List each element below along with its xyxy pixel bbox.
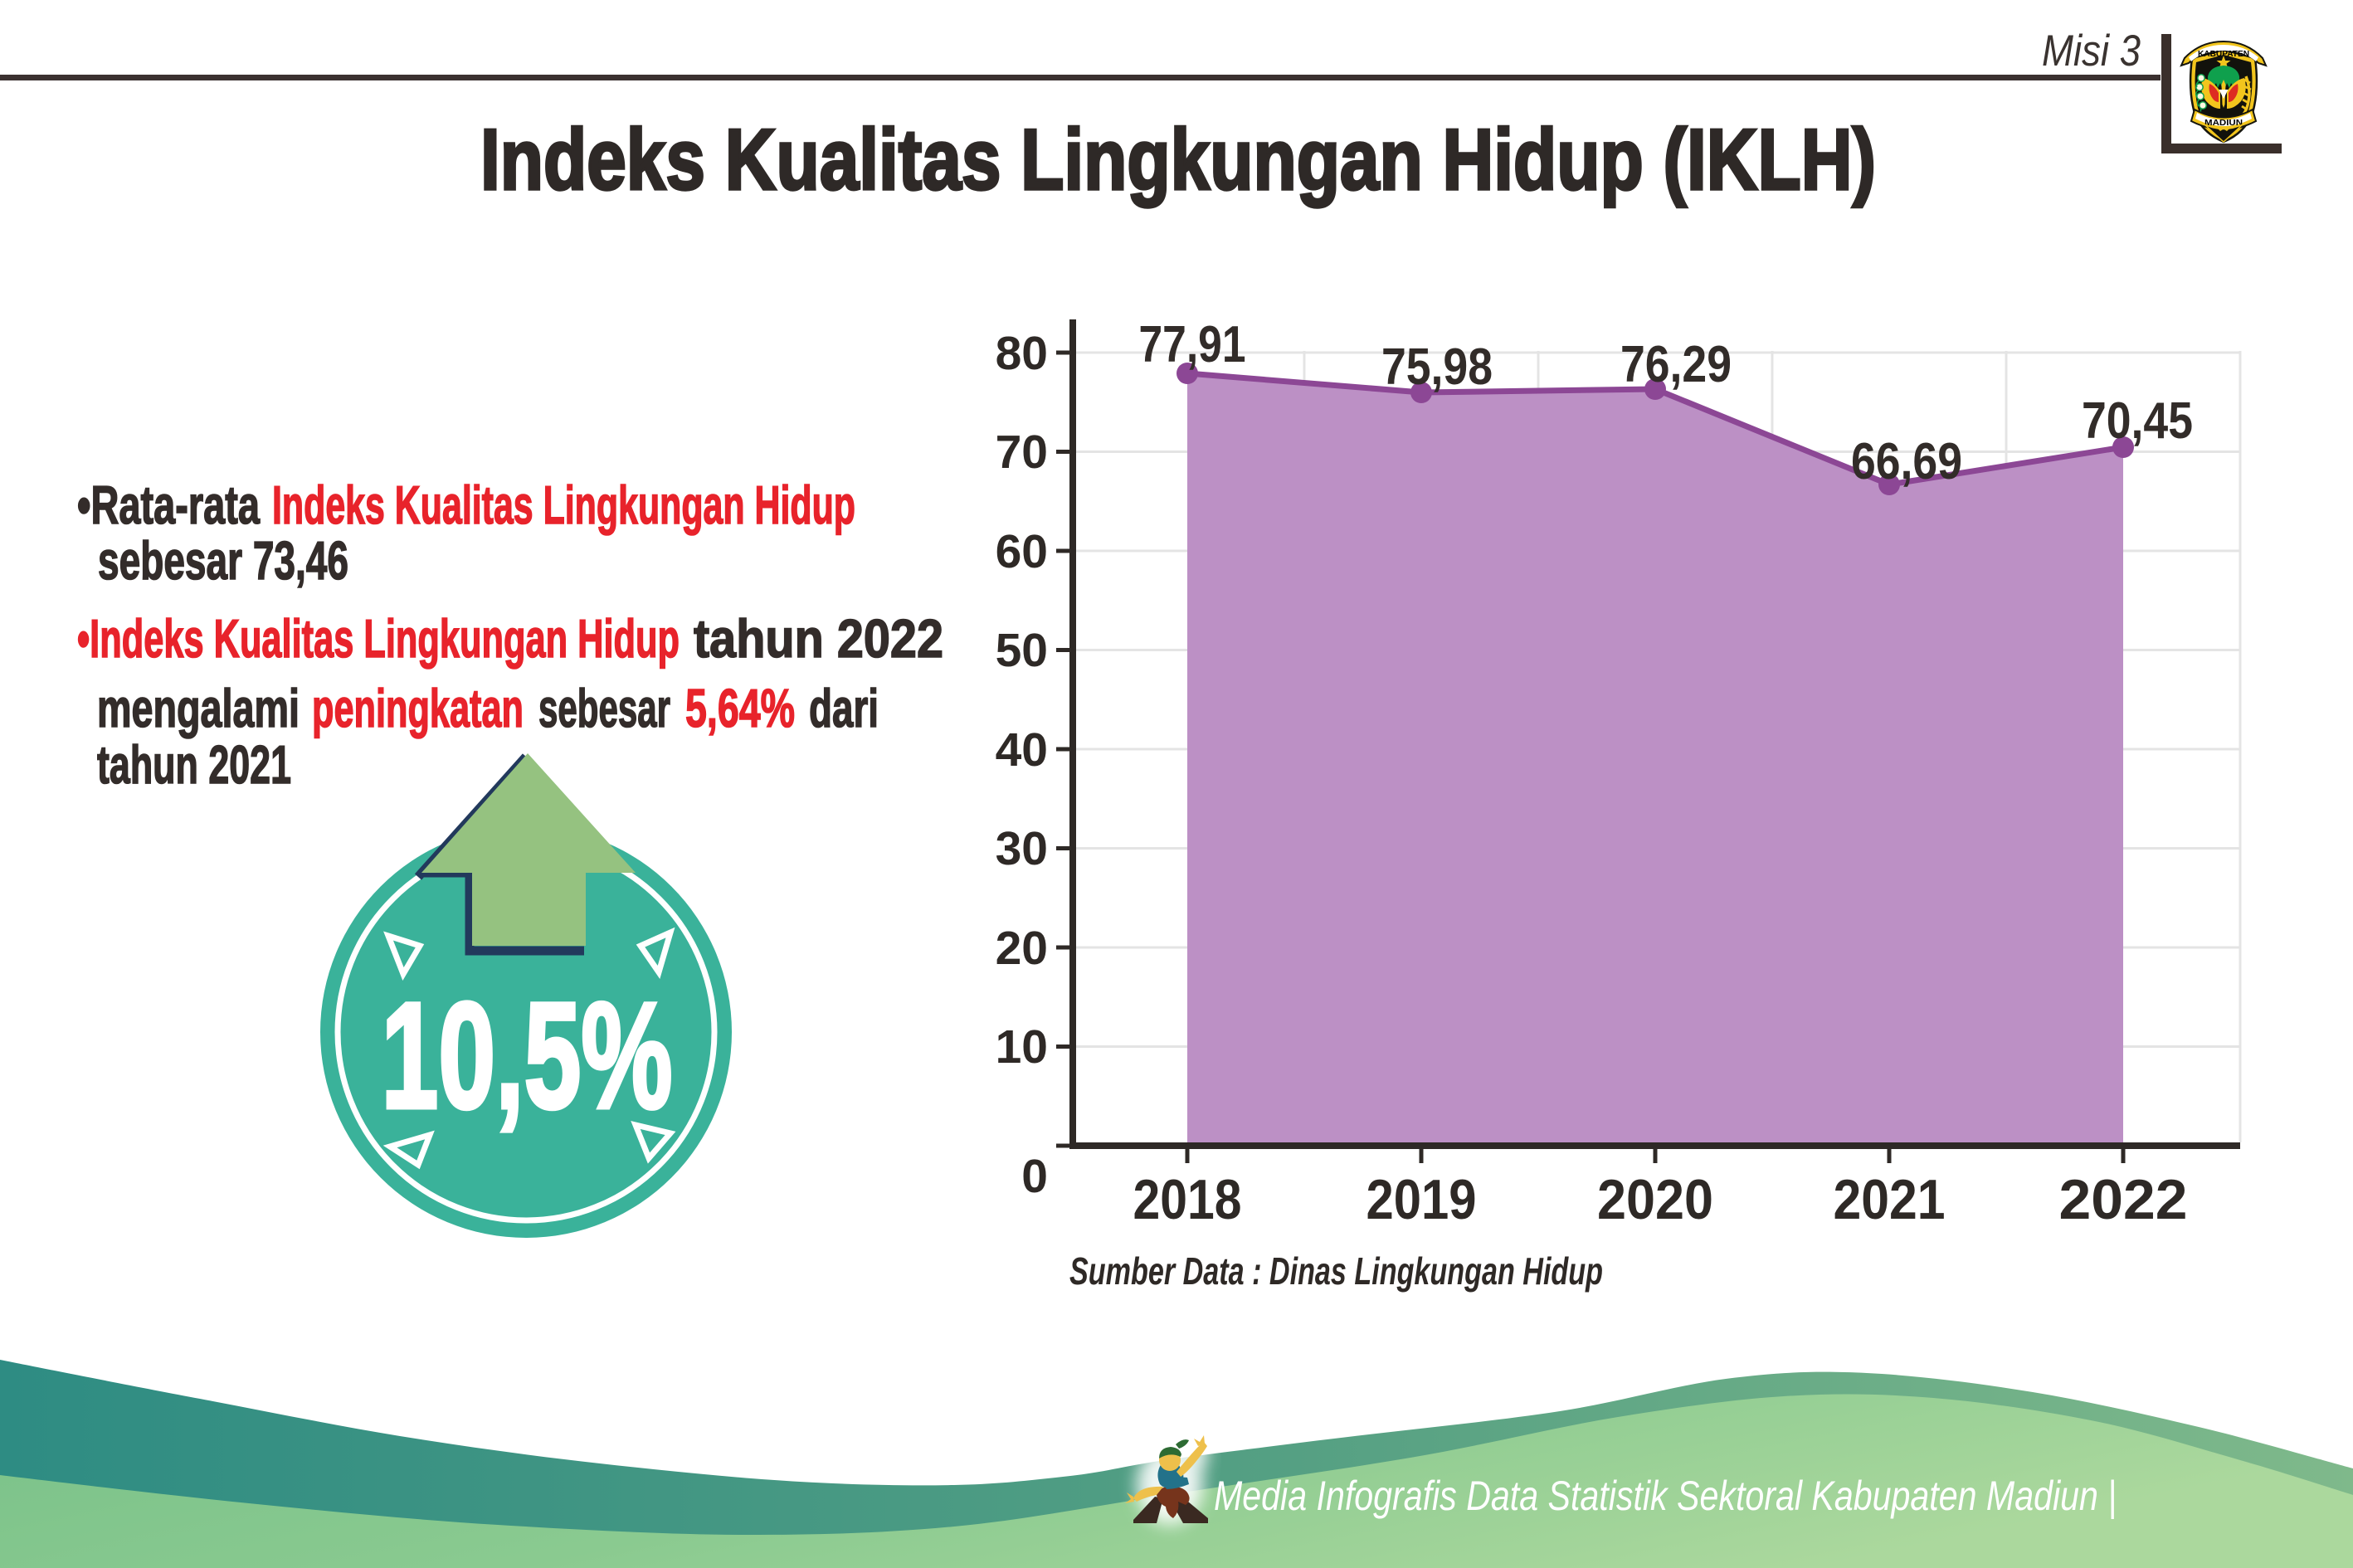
- svg-text:20: 20: [996, 922, 1048, 975]
- svg-text:10,5%: 10,5%: [382, 971, 673, 1140]
- svg-text:Misi 3: Misi 3: [2042, 27, 2141, 75]
- svg-text:KABUPATEN: KABUPATEN: [2198, 50, 2249, 59]
- svg-text:40: 40: [996, 723, 1048, 777]
- svg-text:sebesar: sebesar: [538, 678, 670, 738]
- svg-text:tahun 2022: tahun 2022: [694, 608, 943, 669]
- svg-text:Sumber Data : Dinas Lingkungan: Sumber Data : Dinas Lingkungan Hidup: [1069, 1249, 1603, 1293]
- svg-text:2021: 2021: [1834, 1168, 1946, 1231]
- svg-text:dari: dari: [809, 678, 879, 738]
- svg-text:66,69: 66,69: [1851, 433, 1962, 490]
- svg-text:•Rata-rata: •Rata-rata: [77, 475, 261, 535]
- svg-text:2020: 2020: [1597, 1168, 1713, 1231]
- svg-text:MADIUN: MADIUN: [2204, 119, 2243, 128]
- svg-text:Indeks Kualitas Lingkungan Hid: Indeks Kualitas Lingkungan Hidup (IKLH): [480, 112, 1876, 208]
- svg-text:70,45: 70,45: [2082, 392, 2193, 450]
- svg-text:Media Infografis Data Statisti: Media Infografis Data Statistik Sektoral…: [1214, 1473, 2117, 1520]
- svg-text:77,91: 77,91: [1139, 316, 1246, 373]
- svg-text:tahun 2021: tahun 2021: [97, 734, 291, 795]
- svg-text:76,29: 76,29: [1620, 336, 1732, 393]
- svg-text:70: 70: [996, 426, 1048, 479]
- svg-text:2019: 2019: [1366, 1168, 1477, 1231]
- svg-text:peningkatan: peningkatan: [312, 678, 524, 738]
- svg-text:50: 50: [996, 624, 1048, 677]
- svg-text:2022: 2022: [2059, 1168, 2188, 1231]
- svg-text:75,98: 75,98: [1381, 338, 1493, 396]
- svg-text:2018: 2018: [1133, 1168, 1242, 1231]
- svg-text:10: 10: [996, 1020, 1048, 1074]
- svg-text:sebesar 73,46: sebesar 73,46: [98, 530, 348, 591]
- svg-text:30: 30: [996, 822, 1048, 875]
- svg-text:0: 0: [1021, 1150, 1048, 1203]
- svg-text:•Indeks Kualitas Lingkungan Hi: •Indeks Kualitas Lingkungan Hidup: [77, 608, 680, 669]
- svg-text:5,64%: 5,64%: [685, 678, 795, 738]
- svg-text:Indeks Kualitas Lingkungan Hid: Indeks Kualitas Lingkungan Hidup: [272, 475, 855, 535]
- svg-text:80: 80: [996, 327, 1048, 380]
- svg-text:60: 60: [996, 525, 1048, 578]
- svg-text:mengalami: mengalami: [97, 678, 300, 738]
